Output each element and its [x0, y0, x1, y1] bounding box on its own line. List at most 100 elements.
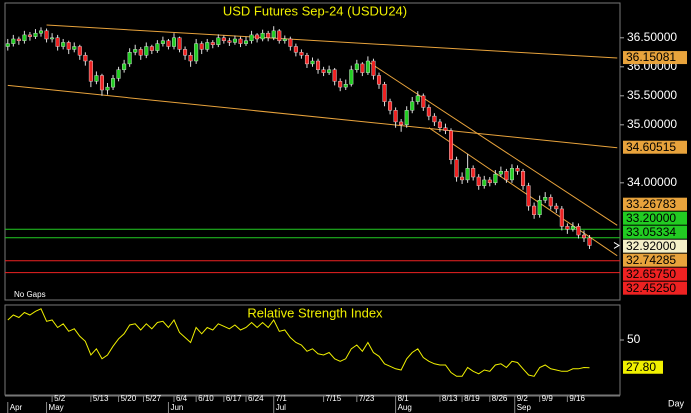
candle-body: [16, 38, 21, 41]
candle-body: [11, 38, 16, 44]
candle-body: [365, 60, 370, 73]
candle-body: [5, 43, 10, 47]
candle-body: [66, 42, 71, 50]
candle-body: [526, 185, 531, 207]
price-label: 33.26783: [626, 197, 676, 211]
x-tick-label: 8/1: [398, 394, 410, 403]
rsi-value-box: [623, 360, 663, 374]
x-tick-label: 9/16: [569, 394, 585, 403]
candle-body: [293, 46, 298, 53]
x-tick-label: 7/15: [326, 394, 342, 403]
candle-body: [255, 34, 260, 40]
x-tick-label: 8/19: [464, 394, 480, 403]
x-tick-label: 6/4: [176, 394, 188, 403]
candle-body: [310, 60, 315, 65]
candle-body: [471, 168, 476, 178]
candle-body: [493, 173, 498, 184]
month-tick-label: Sep: [517, 403, 532, 412]
candle-body: [581, 234, 586, 239]
candle-body: [61, 42, 66, 47]
candle-body: [88, 60, 93, 82]
rsi-title: Relative Strength Index: [247, 305, 383, 320]
candle-body: [44, 30, 49, 40]
x-tick-label: 6/17: [226, 394, 242, 403]
candle-body: [360, 63, 365, 73]
candle-body: [288, 38, 293, 47]
x-tick-label: 5/27: [146, 394, 162, 403]
candle-body: [50, 37, 55, 40]
price-label-box: [623, 281, 687, 295]
candle-body: [426, 107, 431, 117]
candle-body: [559, 208, 564, 227]
candle-body: [244, 40, 249, 44]
candle-body: [55, 37, 60, 47]
x-tick-label: 9/2: [517, 394, 529, 403]
trendline: [7, 84, 618, 149]
candle-body: [410, 101, 415, 111]
price-label-box: [623, 253, 687, 267]
x-tick-label: 5/13: [93, 394, 109, 403]
candle-body: [133, 49, 138, 53]
candle-body: [127, 52, 132, 65]
candle-body: [94, 75, 99, 82]
candle-body: [548, 197, 553, 207]
candle-body: [454, 159, 459, 178]
candle-body: [199, 43, 204, 50]
candle-body: [99, 75, 104, 91]
candle-body: [266, 32, 271, 39]
x-tick-label: 5/20: [121, 394, 137, 403]
candle-body: [122, 63, 127, 70]
candle-body: [443, 127, 448, 131]
candle-body: [576, 226, 581, 236]
candle-body: [465, 168, 470, 181]
x-tick-label: 5/2: [54, 394, 66, 403]
candle-body: [171, 37, 176, 47]
candle-body: [515, 168, 520, 172]
x-tick-label: 8/13: [442, 394, 458, 403]
candle-body: [277, 30, 282, 41]
candle-body: [388, 101, 393, 111]
candle-body: [509, 168, 514, 181]
y-tick-label: 35.50000: [627, 88, 677, 102]
x-tick-label: 8/26: [492, 394, 508, 403]
price-label: 32.45250: [626, 281, 676, 295]
y-tick-label: 34.00000: [627, 175, 677, 189]
rsi-line: [7, 308, 590, 377]
price-label: 33.20000: [626, 211, 676, 225]
candle-body: [33, 32, 38, 37]
candle-body: [210, 42, 215, 45]
price-label-box: [623, 267, 687, 281]
candle-body: [565, 226, 570, 230]
x-tick-label: 6/10: [198, 394, 214, 403]
candle-body: [487, 179, 492, 184]
candle-body: [105, 86, 110, 91]
candle-body: [543, 197, 548, 201]
candle-body: [271, 30, 276, 39]
candle-body: [194, 43, 199, 62]
candle-body: [138, 49, 143, 56]
price-label: 32.92000: [626, 239, 676, 253]
price-label: 34.60515: [626, 140, 676, 154]
candle-body: [343, 84, 348, 88]
candle-body: [188, 55, 193, 62]
trendline: [367, 61, 618, 226]
no-gaps-note: No Gaps: [14, 290, 46, 299]
candle-body: [349, 69, 354, 85]
trendline: [46, 24, 618, 59]
candle-body: [371, 60, 376, 76]
candle-body: [327, 69, 332, 73]
candle-body: [332, 69, 337, 82]
candle-body: [537, 200, 542, 215]
candle-body: [227, 40, 232, 43]
candle-body: [111, 78, 116, 88]
candle-body: [432, 115, 437, 123]
chart-title: USD Futures Sep-24 (USDU24): [223, 3, 407, 18]
candle-body: [476, 176, 481, 186]
month-tick-label: May: [49, 403, 64, 412]
candle-body: [570, 226, 575, 230]
month-tick-label: Jun: [170, 403, 183, 412]
price-label-box: [623, 211, 687, 225]
month-tick-label: Jul: [276, 403, 286, 412]
price-label: 32.65750: [626, 267, 676, 281]
x-tick-label: 6/24: [248, 394, 264, 403]
